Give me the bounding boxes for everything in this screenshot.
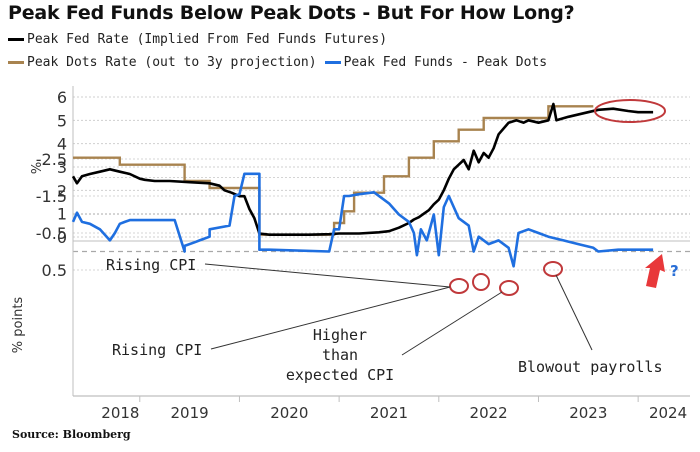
leader-line-blowout [555,274,593,351]
top-gridlines [73,96,690,238]
top-y-axis-title: % [30,162,45,174]
x-tick-labels: 2018 2019 2020 2021 2022 2023 2024 [101,404,687,422]
legend-label-fed-rate: Peak Fed Rate (Implied From Fed Funds Fu… [27,32,388,47]
annotation-question-mark: ? [670,262,679,280]
leader-line-rising-cpi-2 [210,286,451,350]
legend-label-spread: Peak Fed Funds - Peak Dots [343,55,548,70]
bottom-y-tick-label: -1.5 [36,187,67,206]
x-axis-ticks [139,396,639,402]
x-tick-label: 2024 [649,404,687,422]
series-spread [71,172,654,268]
top-y-tick-label: 2 [57,181,67,200]
x-tick-label: 2020 [270,404,308,422]
highlight-ellipse-top [594,99,666,123]
annotation-higher-1: Higher [313,326,367,344]
top-y-tick-label: 5 [57,111,67,130]
annotation-higher-3: expected CPI [286,366,394,384]
bottom-y-tick-label: -0.5 [36,224,67,243]
legend-label-dots: Peak Dots Rate (out to 3y projection) [27,55,317,70]
chart-title: Peak Fed Funds Below Peak Dots - But For… [8,2,575,24]
leader-line-rising-cpi-1 [204,263,451,288]
bottom-y-axis-title: % points [11,297,26,354]
legend-item-fed-rate: Peak Fed Rate (Implied From Fed Funds Fu… [8,32,387,47]
bottom-y-tick-label: -2.5 [36,150,67,169]
x-tick-label: 2018 [101,404,139,422]
annotation-blowout-payrolls: Blowout payrolls [518,358,663,376]
legend-item-spread: Peak Fed Funds - Peak Dots [324,55,548,70]
bottom-gridlines [73,158,690,271]
red-up-arrow-icon [645,254,665,288]
highlight-circle-4 [543,261,563,277]
highlight-circle-2 [472,273,490,291]
bottom-y-tick-labels: 0.5 -0.5 -1.5 -2.5 [36,150,67,280]
series-peak-dots-rate [73,105,594,236]
legend-swatch-spread [324,61,341,64]
highlight-circle-1 [449,278,469,294]
legend-row-1: Peak Fed Rate (Implied From Fed Funds Fu… [8,32,391,47]
top-y-tick-label: 0 [57,228,67,247]
legend-swatch-fed-rate [8,38,24,41]
annotation-rising-cpi-2: Rising CPI [112,341,202,359]
highlight-circle-3 [499,280,519,296]
legend-row-2: Peak Dots Rate (out to 3y projection) Pe… [8,55,551,70]
x-tick-label: 2023 [569,404,607,422]
x-tick-label: 2022 [470,404,508,422]
legend-swatch-dots [8,61,24,64]
top-y-tick-labels: 6 5 4 3 2 1 0 [57,88,67,247]
legend-item-dots: Peak Dots Rate (out to 3y projection) [8,55,317,70]
top-y-tick-label: 3 [57,158,67,177]
x-tick-label: 2019 [171,404,209,422]
annotation-rising-cpi-1: Rising CPI [106,256,196,274]
annotation-higher-2: than [322,346,358,364]
x-tick-label: 2021 [370,404,408,422]
top-y-tick-label: 1 [57,205,67,224]
leader-line-higher-cpi [401,291,503,356]
source-note: Source: Bloomberg [12,428,131,441]
series-peak-fed-rate [71,102,654,236]
top-y-tick-label: 4 [57,135,67,154]
top-y-tick-label: 6 [57,88,67,107]
bottom-y-tick-label: 0.5 [42,261,67,280]
